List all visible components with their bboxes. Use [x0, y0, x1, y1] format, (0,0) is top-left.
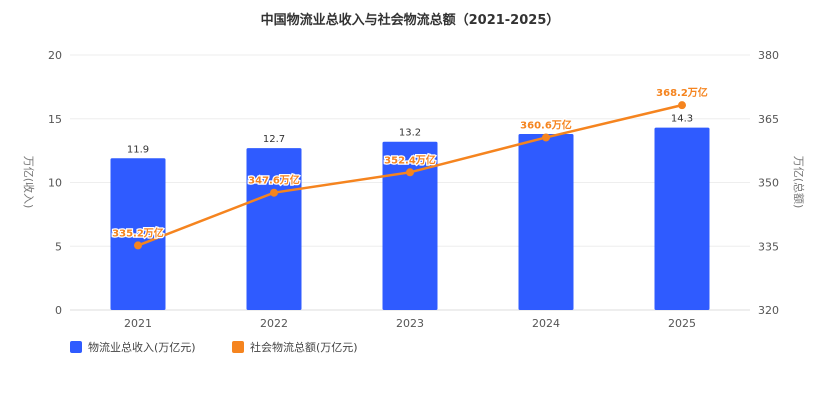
chart-title: 中国物流业总收入与社会物流总额（2021-2025） — [261, 12, 560, 28]
legend-swatch[interactable] — [70, 341, 82, 353]
line-data-label: 335.2万亿 — [112, 226, 164, 239]
line-point[interactable] — [678, 101, 686, 110]
y-left-tick-label: 0 — [55, 304, 62, 317]
legend-swatch[interactable] — [232, 341, 244, 353]
x-tick-label: 2021 — [124, 317, 152, 330]
x-tick-label: 2024 — [532, 317, 560, 330]
line-data-label: 347.6万亿 — [248, 174, 300, 187]
x-tick-label: 2025 — [668, 317, 696, 330]
y-left-tick-label: 10 — [48, 177, 62, 190]
line-point[interactable] — [406, 168, 414, 177]
line-point[interactable] — [270, 188, 278, 197]
bar-data-label: 12.7 — [263, 134, 285, 145]
line-point[interactable] — [134, 241, 142, 250]
y-left-tick-label: 20 — [48, 49, 62, 62]
bar[interactable] — [654, 127, 710, 310]
bar-data-label: 11.9 — [127, 144, 149, 155]
y-right-tick-label: 380 — [758, 49, 779, 62]
bar[interactable] — [110, 158, 166, 310]
bar[interactable] — [518, 134, 574, 310]
legend-label[interactable]: 社会物流总额(万亿元) — [250, 340, 358, 354]
y-left-tick-label: 15 — [48, 113, 62, 126]
bar-data-label: 14.3 — [671, 114, 693, 125]
bar[interactable] — [382, 141, 438, 310]
legend-label[interactable]: 物流业总收入(万亿元) — [88, 340, 196, 354]
line-point[interactable] — [542, 133, 550, 142]
y-left-axis-title: 万亿(收入) — [22, 156, 36, 209]
bar[interactable] — [246, 148, 302, 310]
y-left-tick-label: 5 — [55, 240, 62, 253]
y-right-tick-label: 365 — [758, 113, 779, 126]
bar-data-label: 13.2 — [399, 128, 421, 139]
x-tick-label: 2023 — [396, 317, 424, 330]
y-right-tick-label: 350 — [758, 177, 779, 190]
line-data-label: 352.4万亿 — [384, 153, 436, 166]
x-tick-label: 2022 — [260, 317, 288, 330]
line-data-label: 360.6万亿 — [520, 118, 572, 131]
y-right-tick-label: 335 — [758, 240, 779, 253]
line-data-label: 368.2万亿 — [656, 86, 708, 99]
y-right-tick-label: 320 — [758, 304, 779, 317]
y-right-axis-title: 万亿(总额) — [792, 156, 806, 209]
